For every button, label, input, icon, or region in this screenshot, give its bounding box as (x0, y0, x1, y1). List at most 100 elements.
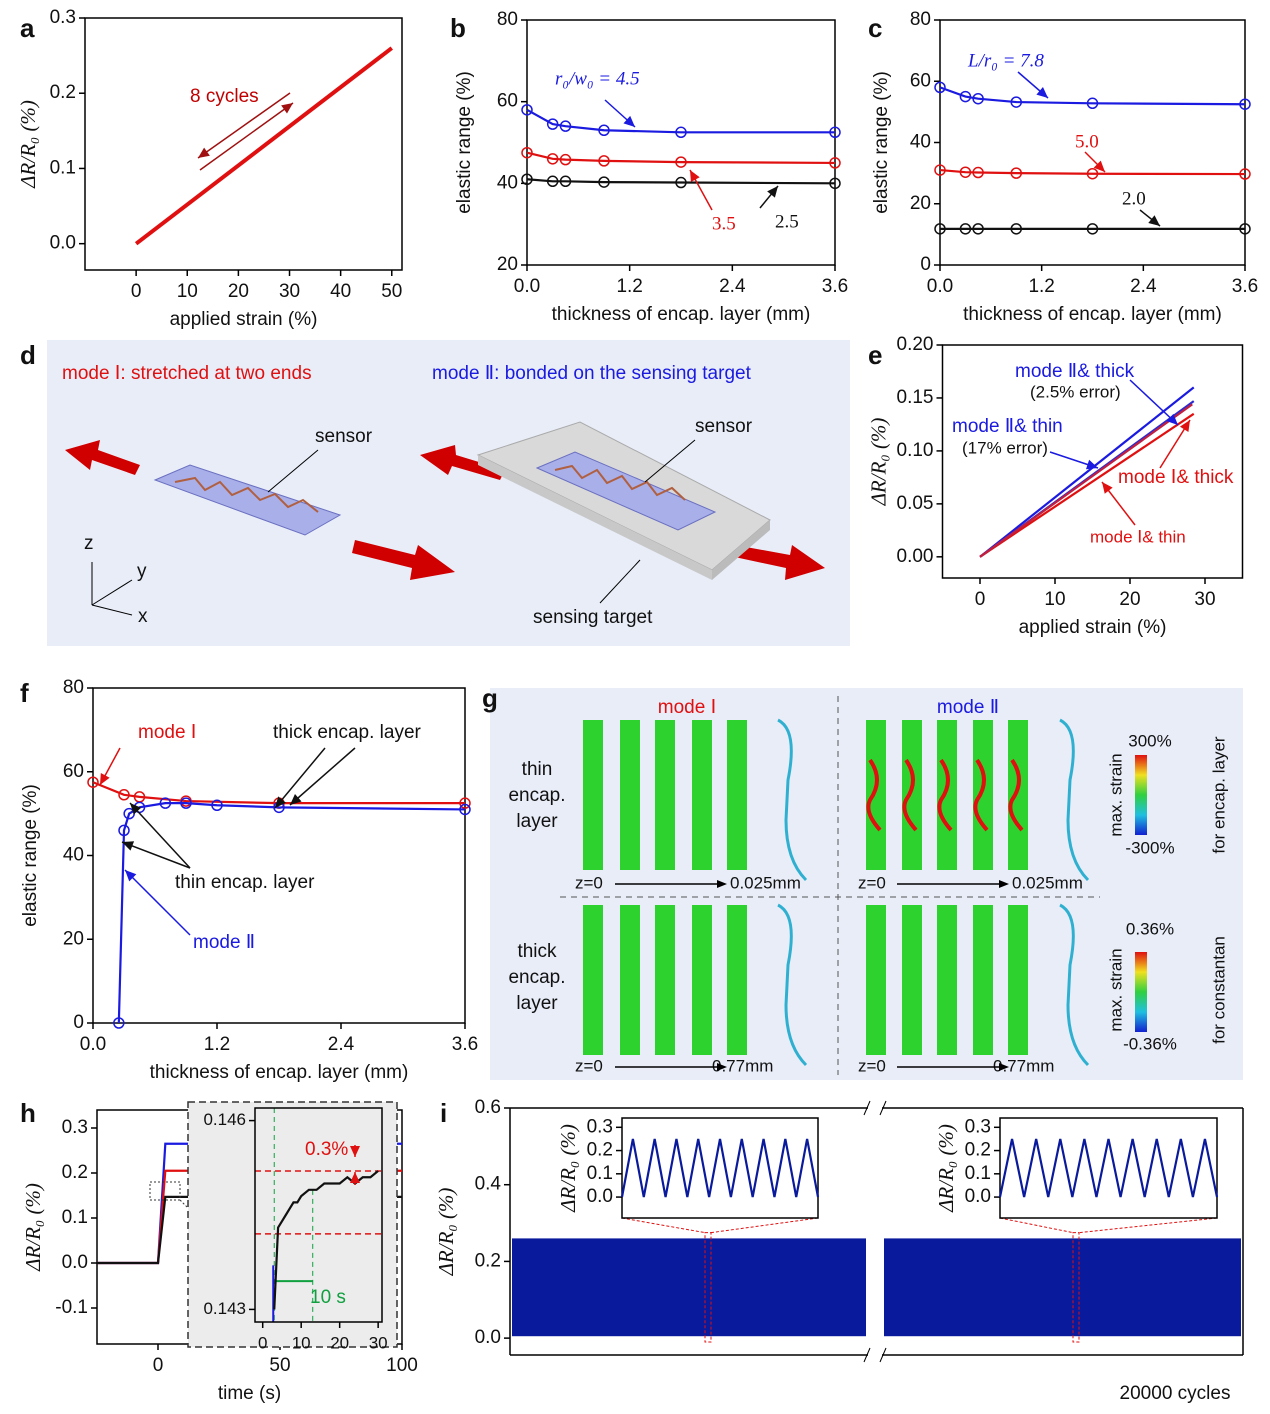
mode-label: mode Ⅱ: bonded on the sensing target (432, 363, 752, 384)
marker (459, 797, 471, 809)
strain-hotspot (937, 758, 953, 832)
bent-strip (1059, 903, 1090, 1067)
y-tick-label: 80 (910, 9, 931, 30)
plate-edge (478, 455, 712, 580)
marker (1239, 168, 1251, 180)
series-line (620, 1138, 820, 1198)
z-start: z=0 (575, 873, 603, 892)
x-tick-label: 0.0 (927, 276, 953, 297)
colorbar-min: -300% (1125, 838, 1174, 857)
x-axis-label: thickness of encap. layer (mm) (963, 304, 1222, 325)
series-line (998, 1138, 1219, 1198)
y-tick-label: 0.3 (62, 1117, 88, 1138)
series-line (526, 178, 836, 185)
x-axis-label: thickness of encap. layer (mm) (552, 304, 811, 325)
strain-strip (692, 905, 712, 1055)
arrow-head (1085, 459, 1098, 470)
y-tick-label: 0.0 (587, 1186, 613, 1207)
axis-break (879, 1100, 887, 1116)
marker (546, 175, 559, 188)
trace (554, 464, 686, 501)
y-axis-label: ΔR/R₀ (%) (556, 1124, 580, 1213)
arrow-head (999, 880, 1009, 888)
colorbar-title: max. strain (1106, 948, 1125, 1031)
y-tick-label: 0.3 (587, 1116, 613, 1137)
strain-hotspot (1008, 758, 1024, 832)
strain-strip (692, 720, 712, 870)
marker (675, 176, 687, 189)
colorbar (1135, 952, 1147, 1032)
y-tick-label: 0.05 (897, 493, 934, 514)
y-tick-label: 0.3 (50, 7, 76, 28)
x-tick-label: 1.2 (1028, 276, 1054, 297)
marker (211, 799, 223, 811)
panel-background (47, 340, 850, 646)
marker (180, 797, 192, 809)
x-tick-label: 10 (177, 281, 198, 302)
y-tick-label: 20 (63, 928, 84, 949)
arrow-head (1179, 420, 1190, 432)
annotation: 2.0 (1122, 188, 1146, 209)
marker (598, 155, 610, 167)
arrow-head (690, 170, 700, 183)
x-tick-label: 20 (1119, 589, 1140, 610)
y-tick-label: 0.2 (62, 1162, 88, 1183)
y-axis-label: ΔR/R₀ (%) (21, 1183, 45, 1272)
annotation: mode Ⅱ& thin (952, 416, 1063, 437)
y-tick-label: 0.00 (897, 546, 934, 567)
arrow-head (275, 796, 286, 808)
panel-label: b (450, 13, 466, 43)
series-line (979, 386, 1195, 558)
plot-frame (941, 344, 1244, 579)
y-tick-label: 0.0 (50, 233, 76, 254)
x-tick-label: 3.6 (822, 276, 848, 297)
mode-label: mode Ⅰ: stretched at two ends (62, 363, 312, 384)
zoom-box (1072, 1232, 1080, 1343)
colorbar-subtitle: for constantan (1209, 936, 1228, 1044)
colorbar (1135, 755, 1147, 835)
x-tick-label: 2.4 (328, 1034, 355, 1055)
marker (521, 173, 533, 185)
annotation: 0.3% (305, 1139, 348, 1160)
axis-name: y (137, 561, 147, 582)
marker (87, 776, 99, 788)
x-axis-label: time (s) (218, 1383, 281, 1404)
y-axis-label: elastic range (%) (454, 71, 475, 214)
marker (959, 166, 972, 178)
strain-strip (655, 720, 675, 870)
marker (1239, 98, 1251, 110)
marker (972, 223, 984, 235)
strain-strip (727, 720, 747, 870)
colorbar-max: 300% (1128, 731, 1171, 750)
sensor-label: sensor (315, 426, 373, 447)
x-axis-label: thickness of encap. layer (mm) (150, 1062, 409, 1083)
x-tick-label: 20 (228, 281, 249, 302)
strain-strip (866, 905, 886, 1055)
annotation: thin encap. layer (175, 872, 315, 893)
axis-break (863, 1347, 871, 1363)
x-tick-label: 10 (1044, 589, 1065, 610)
plot-frame (526, 19, 836, 266)
y-tick-label: 0.2 (965, 1140, 991, 1161)
y-tick-label: 40 (63, 845, 84, 866)
panel-d: mode Ⅰ: stretched at two ends mode Ⅱ: bo… (47, 340, 850, 646)
annotation: (17% error) (962, 438, 1048, 457)
pointer (267, 449, 319, 493)
plot-frame (621, 1117, 819, 1219)
bent-strip (1059, 718, 1090, 882)
y-tick-label: 60 (910, 70, 931, 91)
zoom-line (999, 1217, 1074, 1234)
y-tick-label: 0.2 (587, 1140, 613, 1161)
strain-strip (620, 720, 640, 870)
y-tick-label: 0.15 (897, 387, 934, 408)
arrow-head (717, 880, 727, 888)
mode-label: mode Ⅰ (658, 697, 716, 718)
arrow-head (767, 186, 778, 198)
series-line (117, 802, 466, 1024)
annotation: thick encap. layer (273, 722, 422, 743)
x-tick-label: 30 (279, 281, 300, 302)
bent-strip (777, 903, 808, 1067)
panel-label: e (868, 340, 882, 370)
y-axis-label: ΔR/R₀ (%) (934, 1124, 958, 1213)
panel-label: f (20, 678, 29, 708)
